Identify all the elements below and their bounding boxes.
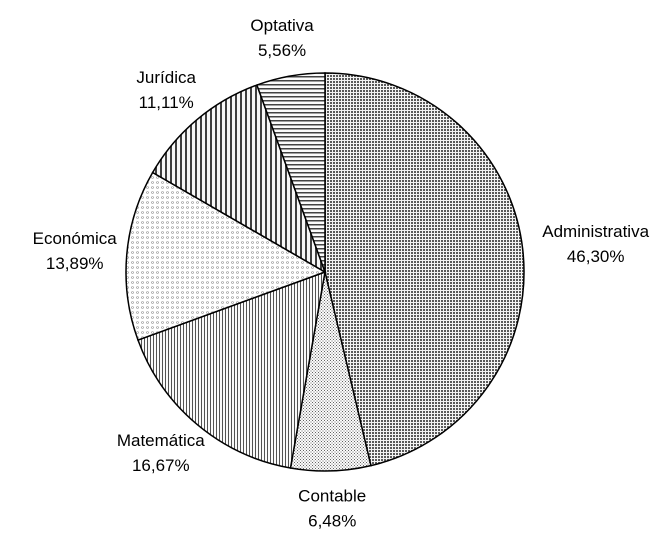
slice-group [255, 72, 326, 273]
slice-group [125, 171, 327, 342]
slice-group [137, 270, 326, 469]
slice [137, 270, 326, 469]
slice-label: Jurídica [136, 68, 196, 87]
slice [324, 72, 525, 467]
slice-label: Optativa [250, 16, 314, 35]
slice-group [324, 72, 525, 467]
slice-group [151, 84, 327, 274]
slice-value-label: 13,89% [46, 254, 104, 273]
slice [125, 171, 327, 342]
slice-label: Contable [298, 486, 366, 505]
slice-value-label: 46,30% [567, 247, 625, 266]
slice-label: Administrativa [542, 222, 649, 241]
slice [151, 84, 327, 274]
slice-value-label: 5,56% [258, 41, 306, 60]
slice-label: Económica [33, 229, 118, 248]
slice-value-label: 6,48% [308, 511, 356, 530]
slice-value-label: 11,11% [139, 93, 194, 112]
slice-label: Matemática [117, 431, 205, 450]
slice [255, 72, 326, 273]
slice-value-label: 16,67% [132, 456, 190, 475]
